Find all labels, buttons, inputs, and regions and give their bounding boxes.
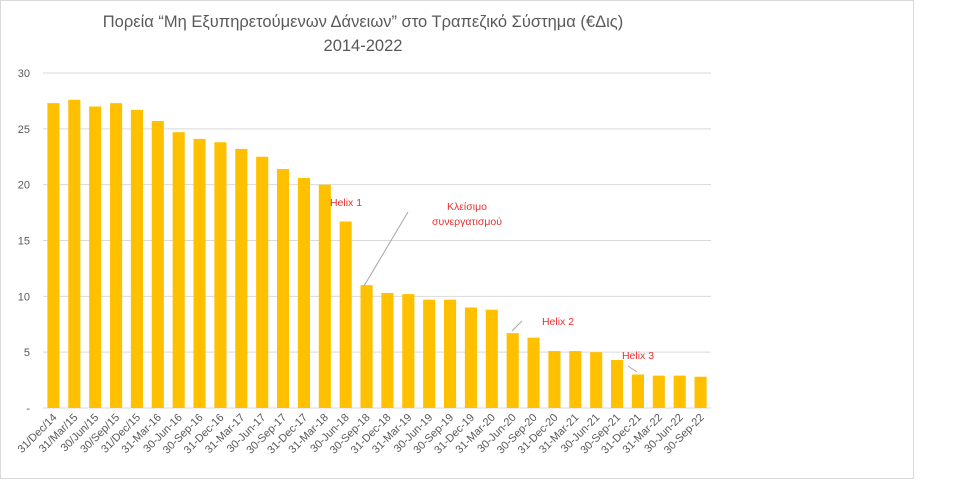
bar — [673, 375, 686, 408]
annotation-leader-line — [627, 365, 638, 373]
bar — [297, 177, 310, 408]
chart-subtitle: 2014-2022 — [323, 37, 403, 55]
bar — [130, 109, 143, 408]
y-tick-label: 20 — [18, 180, 30, 192]
bar — [151, 121, 164, 409]
bar — [485, 309, 498, 408]
chart-title: Πορεία “Μη Εξυπηρετούμενων Δάνειων” στο … — [102, 13, 624, 31]
y-tick-label: - — [26, 403, 30, 415]
bar — [611, 359, 624, 408]
y-tick-label: 5 — [24, 347, 30, 359]
y-tick-label: 15 — [18, 236, 30, 248]
bar — [548, 351, 561, 408]
bar — [360, 285, 373, 408]
bar — [402, 294, 415, 408]
bar — [256, 156, 269, 408]
y-tick-label: 25 — [18, 124, 30, 136]
bar — [569, 351, 582, 408]
bar — [68, 99, 81, 409]
bar — [47, 103, 60, 409]
bar — [652, 375, 665, 408]
bar — [235, 148, 248, 408]
annotation-leader-line — [363, 211, 409, 287]
bar — [172, 132, 185, 408]
bar — [444, 299, 457, 408]
bar — [527, 337, 540, 408]
bar — [506, 333, 519, 408]
y-tick-label: 30 — [18, 68, 30, 80]
bar — [631, 374, 644, 408]
bar — [318, 184, 331, 408]
bar — [464, 307, 477, 408]
bar — [193, 138, 206, 408]
bar — [694, 376, 707, 408]
bar — [214, 142, 227, 408]
annotation-label: Helix 2 — [542, 316, 574, 328]
annotation-label: Helix 1 — [330, 197, 362, 209]
annotation-label: Helix 3 — [622, 350, 654, 362]
annotation-leader-line — [511, 320, 523, 332]
bar — [423, 299, 436, 408]
bar — [89, 106, 102, 408]
annotation-label: Κλείσιμο — [447, 201, 487, 213]
bar — [110, 103, 123, 409]
y-tick-label: 10 — [18, 291, 30, 303]
bar — [277, 169, 290, 408]
bar — [339, 221, 352, 408]
annotation-label: συνεργατισμού — [432, 216, 502, 228]
bar — [381, 292, 394, 408]
bar — [590, 352, 603, 408]
